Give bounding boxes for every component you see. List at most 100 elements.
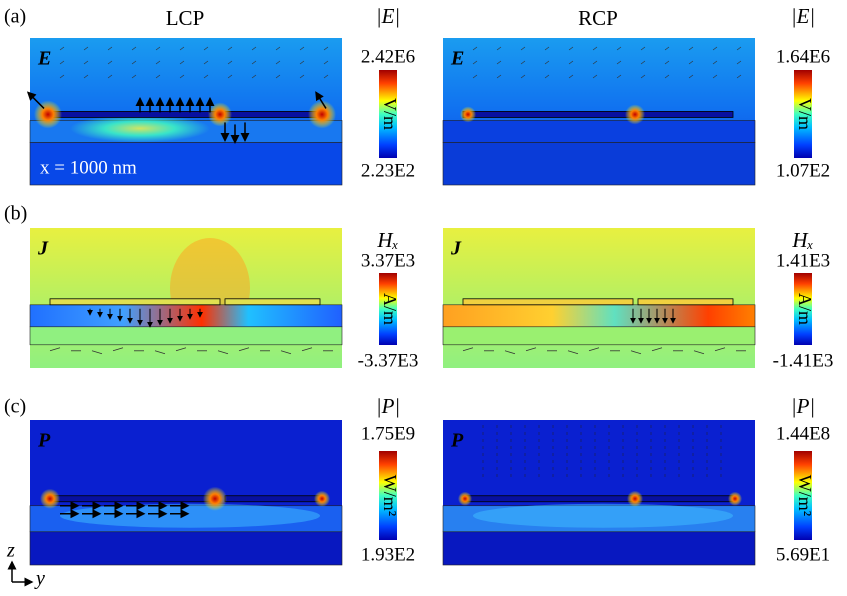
colorbar-max: 3.37E3 — [361, 250, 415, 271]
strip — [49, 495, 221, 503]
colorbar-unit: A/m — [795, 293, 815, 325]
colorbar-title: |P| — [376, 394, 400, 418]
substrate — [29, 142, 343, 186]
hot-spot — [458, 491, 472, 506]
substrate — [442, 531, 756, 566]
field-arrow — [568, 60, 574, 65]
field-arrow — [238, 347, 250, 352]
colorbar-max: 1.75E9 — [361, 423, 415, 444]
field-arrow — [567, 350, 579, 355]
hot-spot — [308, 100, 336, 129]
field-arrow — [544, 60, 550, 65]
field-letter: J — [37, 238, 49, 260]
field-arrow — [107, 60, 113, 65]
colorbar-title: |E| — [376, 4, 400, 28]
hot-spot — [203, 486, 227, 511]
field-arrow — [520, 60, 526, 65]
field-arrow — [299, 74, 305, 79]
field-arrow — [83, 74, 89, 79]
field-arrow — [251, 60, 257, 65]
field-arrow — [496, 60, 502, 65]
field-arrow — [736, 60, 742, 65]
field-arrow — [693, 350, 705, 355]
field-letter: E — [450, 48, 464, 70]
column-title: RCP — [578, 6, 618, 30]
field-arrow — [112, 347, 124, 352]
field-arrow — [175, 347, 187, 352]
field-map — [29, 228, 343, 368]
field-arrow — [49, 347, 61, 352]
field-arrow — [664, 60, 670, 65]
row-label: (b) — [4, 203, 27, 225]
field-arrow — [712, 60, 718, 65]
colorbar — [794, 70, 812, 158]
colorbar-min: 2.23E2 — [361, 160, 415, 181]
field-arrow — [496, 74, 502, 79]
field-arrow — [131, 74, 137, 79]
field-arrow — [472, 46, 478, 51]
colorbar — [379, 70, 397, 158]
strip — [637, 495, 734, 503]
field-arrow — [712, 74, 718, 79]
field-arrow — [472, 74, 478, 79]
strip-field — [442, 304, 756, 328]
colorbar-min: 5.69E1 — [776, 544, 830, 565]
field-arrow — [688, 74, 694, 79]
field-arrow — [280, 350, 292, 355]
field-arrow — [275, 46, 281, 51]
colorbar-unit: V/m — [795, 98, 815, 130]
field-letter: J — [450, 238, 462, 260]
field-map — [442, 38, 756, 186]
field-arrow — [59, 46, 65, 51]
strip — [49, 298, 221, 306]
column-title: LCP — [166, 6, 205, 30]
hot-spot — [625, 104, 645, 125]
field-arrow — [525, 347, 537, 352]
strip — [462, 298, 634, 306]
colorbar-title: Hₓ — [791, 228, 813, 252]
layer — [442, 326, 756, 346]
field-arrow — [630, 350, 642, 355]
colorbar-min: 1.93E2 — [361, 544, 415, 565]
field-arrow — [664, 46, 670, 51]
field-arrow — [203, 74, 209, 79]
hot-spot — [460, 106, 476, 123]
field-arrow — [616, 60, 622, 65]
field-arrow — [592, 46, 598, 51]
annotation: x = 1000 nm — [40, 157, 137, 178]
field-arrow — [640, 60, 646, 65]
field-arrow — [616, 74, 622, 79]
colorbar — [794, 273, 812, 345]
field-arrow — [155, 60, 161, 65]
field-arrow — [203, 60, 209, 65]
field-arrow — [323, 74, 329, 79]
field-arrow — [323, 60, 329, 65]
field-arrow — [155, 74, 161, 79]
colorbar-unit: W/m² — [380, 475, 400, 516]
strip — [637, 298, 734, 306]
field-letter: E — [37, 48, 51, 70]
field-arrow — [736, 46, 742, 51]
field-arrow — [217, 350, 229, 355]
field-arrow — [592, 60, 598, 65]
field-arrow — [83, 60, 89, 65]
colorbar — [379, 451, 397, 540]
field-band — [473, 503, 733, 528]
field-arrow — [131, 60, 137, 65]
field-arrow — [227, 46, 233, 51]
field-arrow — [299, 60, 305, 65]
colorbar-unit: V/m — [380, 98, 400, 130]
colorbar — [794, 451, 812, 540]
field-arrow — [664, 74, 670, 79]
strip — [224, 111, 321, 118]
field-arrow — [107, 46, 113, 51]
field-arrow — [83, 46, 89, 51]
field-arrow — [462, 347, 474, 352]
field-arrow — [323, 46, 329, 51]
field-arrow — [275, 60, 281, 65]
strip — [637, 111, 734, 118]
strip — [49, 111, 221, 118]
field-arrow — [504, 350, 516, 355]
axis-indicator: z y — [6, 540, 45, 590]
layer — [29, 326, 343, 346]
